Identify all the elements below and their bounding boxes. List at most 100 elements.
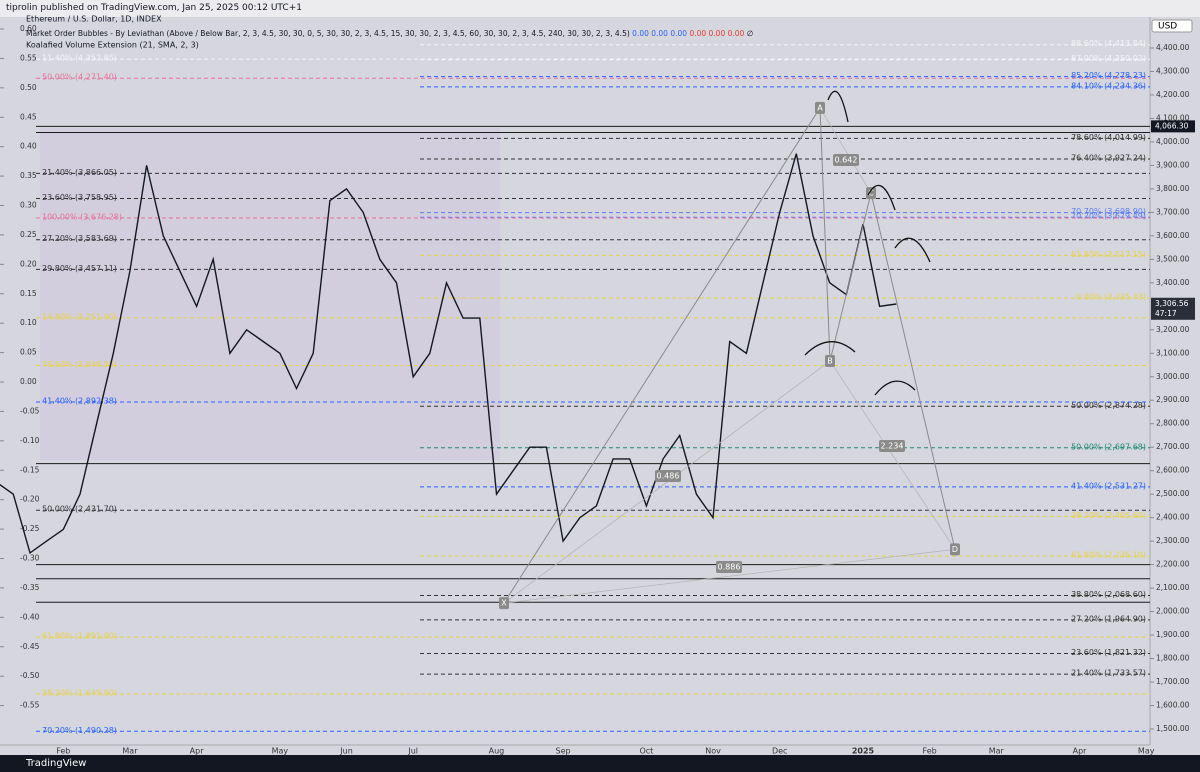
y2-tick-label: -0.55 [20,701,40,710]
fib-label: 27.20% (1,964.90) [1071,614,1146,623]
y-tick-label: 4,400.00 [1156,43,1190,52]
y2-tick-label: -0.15 [20,465,40,474]
y-tick-label: 2,900.00 [1156,395,1190,404]
fib-label: 88.60% (4,413.84) [1071,39,1146,48]
fib-label: 38.80% (2,068.60) [1071,590,1146,599]
x-tick-label: Apr [190,747,205,756]
pattern-point [499,597,509,610]
pattern-label: D [952,545,958,554]
price-axis [1150,17,1200,755]
x-tick-label: Jul [407,747,418,756]
y2-tick-label: -0.05 [20,406,40,415]
y-tick-label: 2,800.00 [1156,419,1190,428]
y-tick-label: 3,600.00 [1156,231,1190,240]
indicator-name: Market Order Bubbles - By Leviathan (Abo… [26,29,630,38]
fib-label: 100.00% (3,676.28) [42,212,122,221]
y-tick-label: 2,400.00 [1156,513,1190,522]
x-tick-label: Nov [705,747,721,756]
price-tag-label: 4,066.30 [1155,121,1189,130]
price-tag [1151,297,1195,320]
publisher: tiprolin published on TradingView.com, J… [6,3,302,13]
y2-tick-label: -0.20 [20,495,40,504]
y2-tick-label: -0.10 [20,436,40,445]
y-tick-label: 4,000.00 [1156,137,1190,146]
fib-label: 84.10% (4,234.36) [1071,81,1146,90]
fib-label: 21.40% (3,866.05) [42,168,117,177]
y-tick-label: 1,500.00 [1156,724,1190,733]
indicator-end: ∅ [747,29,754,38]
arrow [827,90,849,123]
countdown: 47:17 [1155,309,1177,318]
price-tag [1151,120,1195,133]
y-tick-label: 2,200.00 [1156,560,1190,569]
x-tick-label: Sep [556,747,571,756]
fib-label: 14.80% (3,251.00) [42,312,117,321]
pattern-line [503,107,956,604]
ratio-box [879,440,905,452]
ratio-label: 2.234 [881,442,904,451]
pattern-point [825,355,835,368]
price-tag-label: 3,306.56 [1155,299,1189,308]
y-tick-label: 4,100.00 [1156,113,1190,122]
fib-label: 23.60% (3,758.95) [42,193,117,202]
y2-tick-label: -0.35 [20,583,40,592]
publisher-bar: tiprolin published on TradingView.com, J… [0,0,1200,17]
y2-tick-label: 0.20 [20,259,37,268]
fib-label: 85.20% (4,278.23) [1071,71,1146,80]
fib-label: 41.40% (2,531.27) [1071,481,1146,490]
indicator: Market Order Bubbles - By Leviathan (Abo… [26,29,753,38]
x-tick-label: Mar [122,747,138,756]
y-tick-label: 2,500.00 [1156,489,1190,498]
ratio-label: 0.642 [835,156,858,165]
y-tick-label: 4,300.00 [1156,66,1190,75]
y-tick-label: 3,700.00 [1156,207,1190,216]
x-tick-label: Feb [923,747,937,756]
arrow [867,184,896,211]
fib-label: 70.70% (3,698.90) [1071,207,1146,216]
y2-tick-label: 0.35 [20,171,37,180]
fib-label: 61.80% (2,236.10) [1071,551,1146,560]
currency-box [1151,19,1193,33]
fib-label: 29.80% (3,457.11) [42,264,117,273]
fib-label: 38.20% (2,405.60) [1071,511,1146,520]
x-tick-label: May [272,747,289,756]
pattern-point [950,543,960,556]
fib-label: 50.00% (2,697.68) [1071,442,1146,451]
y2-tick-label: 0.60 [20,24,37,33]
chart-layer: 4,400.00 4,300.00 4,200.00 4,100.00 4,000.00… [0,24,1195,756]
x-tick-label: Oct [639,747,653,756]
zone-shade [40,128,500,460]
y2-tick-label: 0.40 [20,142,37,151]
currency: USD [1158,22,1177,32]
fib-label: 50.00% (4,271.40) [42,73,117,82]
fib-label: 41.40% (2,892.38) [42,397,117,406]
ratio-box [716,561,742,573]
x-tick-label: Aug [489,747,505,756]
x-tick-label: Apr [1073,747,1088,756]
indicator: Koalafied Volume Extension (21, SMA, 2, … [26,41,199,50]
pattern-label: B [827,357,833,366]
fib-label: 38.20% (1,649.00) [42,689,117,698]
y2-tick-label: 0.15 [20,289,37,298]
arrow [874,380,916,396]
fib-label: 0.00% (3,335.43) [1076,292,1146,301]
fib-label: 50.00% (2,874.28) [1071,401,1146,410]
pattern-point [815,101,825,114]
y2-tick-label: 0.30 [20,201,37,210]
x-tick-label: Mar [989,747,1005,756]
fib-label: 27.20% (3,583.69) [42,234,117,243]
y2-tick-label: 0.55 [20,53,37,62]
pattern-point [866,187,876,200]
y-tick-label: 2,300.00 [1156,536,1190,545]
arrow [894,237,931,263]
symbol: Ethereum / U.S. Dollar, 1D, INDEX [26,15,162,24]
y2-tick-label: 0.05 [20,348,37,357]
footer: TradingView [0,755,1200,772]
y2-tick-label: 0.45 [20,112,37,121]
y-tick-label: 3,900.00 [1156,160,1190,169]
fib-label: 11.40% (4,352.85) [42,54,117,63]
indicator-buy: 0.00 0.00 0.00 [632,29,687,38]
fib-label: 23.60% (1,821.32) [1071,648,1146,657]
